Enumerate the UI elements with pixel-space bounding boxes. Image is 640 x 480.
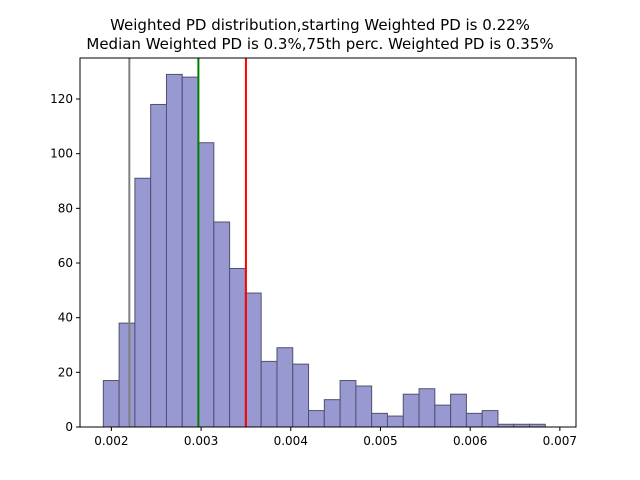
histogram-bar xyxy=(481,410,499,428)
histogram-bar xyxy=(150,103,167,428)
y-tick-label: 120 xyxy=(50,92,73,106)
histogram-bar xyxy=(165,73,183,428)
histogram-bar xyxy=(465,412,483,428)
histogram-bar xyxy=(323,399,341,428)
axes-frame xyxy=(79,57,577,428)
y-tick-label: 60 xyxy=(58,256,73,270)
histogram-bar xyxy=(197,142,215,428)
histogram-bar xyxy=(386,415,404,428)
histogram-bar xyxy=(244,292,262,428)
histogram-bar xyxy=(118,322,136,428)
x-tick-label: 0.007 xyxy=(543,434,577,448)
histogram-bar xyxy=(181,76,199,428)
x-tick-label: 0.004 xyxy=(274,434,308,448)
reference-lines xyxy=(128,58,247,427)
x-tick-label: 0.002 xyxy=(94,434,128,448)
y-tick-label: 100 xyxy=(50,147,73,161)
histogram-bar xyxy=(134,177,152,428)
histogram-bar xyxy=(308,410,325,428)
histogram-bar xyxy=(402,393,420,428)
histogram-bar xyxy=(276,347,294,428)
histogram-bar xyxy=(355,385,373,428)
histogram-bar xyxy=(339,380,357,428)
histogram-bar xyxy=(213,221,231,428)
histogram-bar xyxy=(371,412,388,428)
x-axis-ticks: 0.002 0.003 0.004 0.005 0.006 0.007 xyxy=(94,427,577,448)
histogram-bar xyxy=(434,404,452,428)
y-tick-label: 20 xyxy=(58,365,73,379)
histogram-bar xyxy=(102,380,120,428)
x-tick-label: 0.005 xyxy=(363,434,397,448)
histogram-bars xyxy=(102,73,546,428)
histogram-bar xyxy=(418,388,436,428)
histogram-bar xyxy=(260,360,278,428)
y-tick-label: 80 xyxy=(58,201,73,215)
x-tick-label: 0.003 xyxy=(184,434,218,448)
histogram-bar xyxy=(292,363,310,428)
chart-title-line-1: Weighted PD distribution,starting Weight… xyxy=(110,16,530,34)
y-axis-ticks: 0 20 40 60 80 100 120 xyxy=(50,92,80,434)
chart-title-line-2: Median Weighted PD is 0.3%,75th perc. We… xyxy=(86,35,554,53)
histogram-bar xyxy=(229,267,246,428)
histogram-bar xyxy=(450,393,467,428)
x-tick-label: 0.006 xyxy=(453,434,487,448)
y-tick-label: 40 xyxy=(58,311,73,325)
y-tick-label: 0 xyxy=(65,420,73,434)
